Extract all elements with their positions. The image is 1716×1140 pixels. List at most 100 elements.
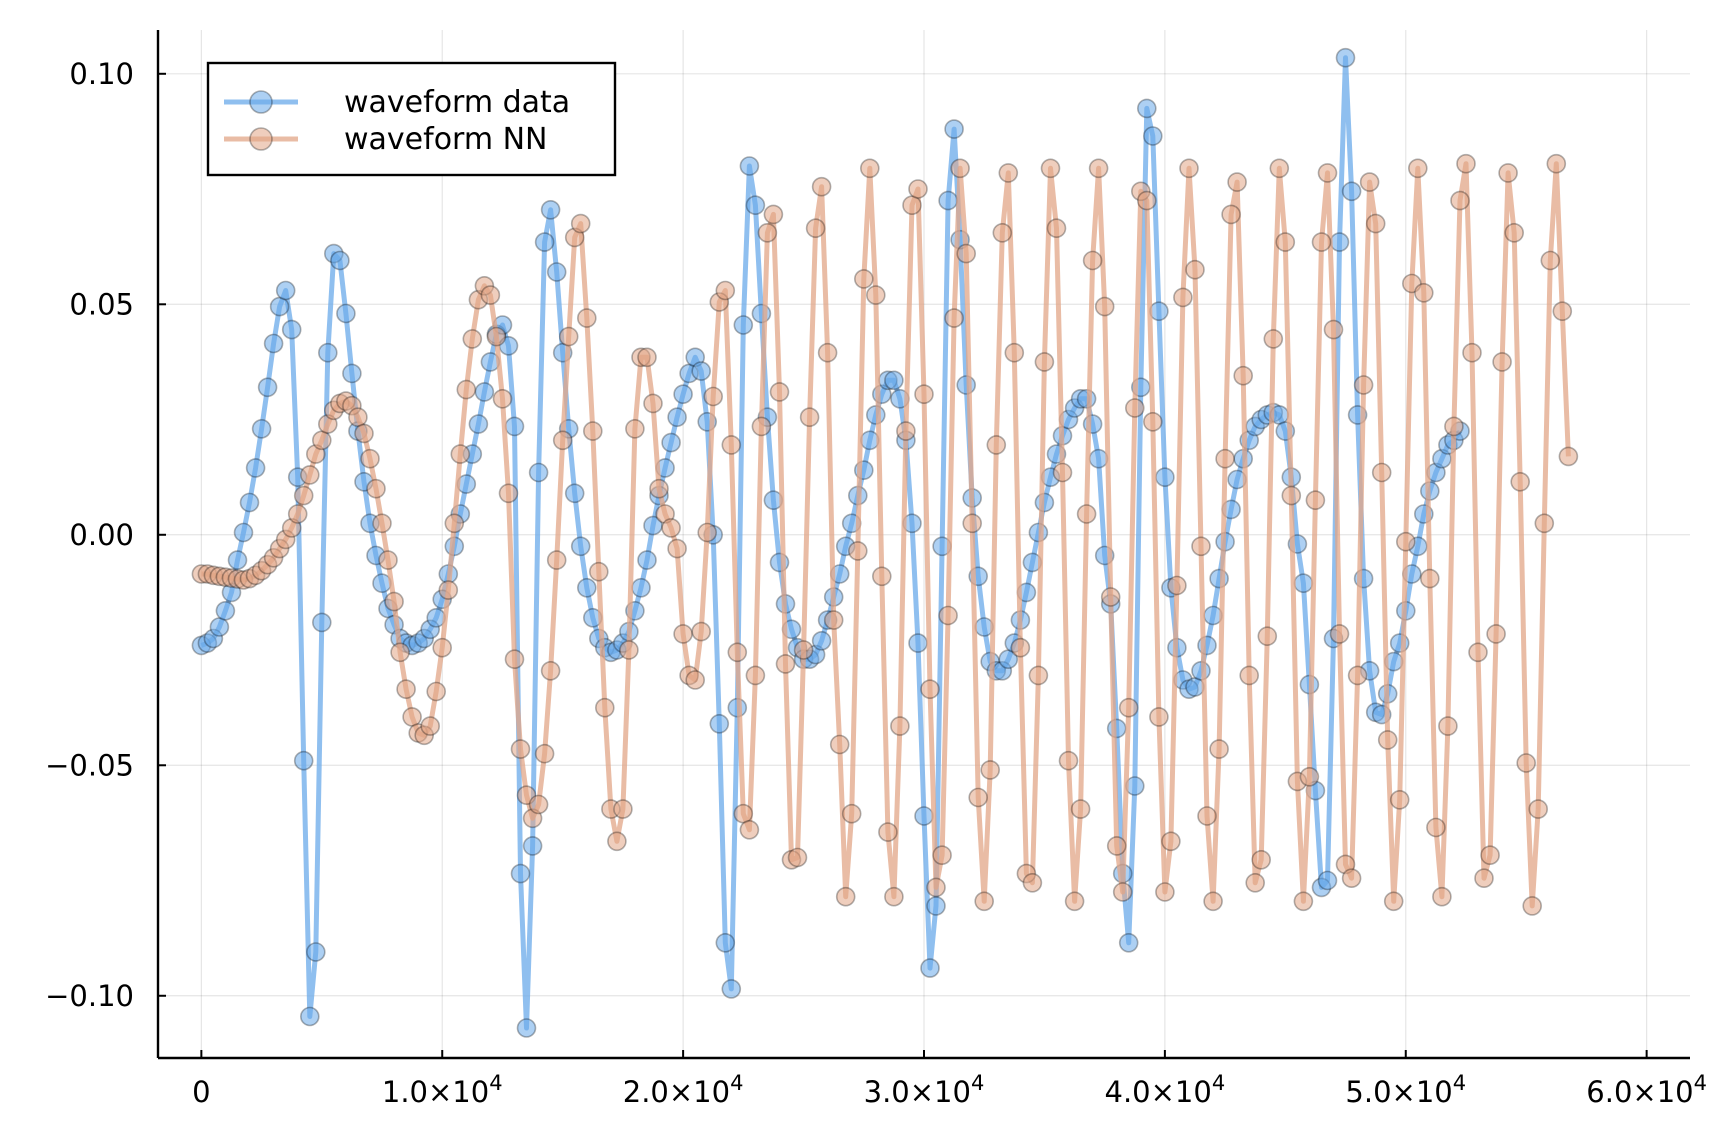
data-point <box>456 379 477 400</box>
data-point <box>1353 375 1374 395</box>
data-point <box>1317 870 1338 891</box>
data-point <box>540 660 561 681</box>
data-point <box>1558 446 1579 467</box>
data-point <box>1365 213 1386 234</box>
data-point <box>372 513 392 534</box>
data-point <box>805 218 826 238</box>
data-point <box>1118 697 1139 718</box>
data-point <box>1173 287 1193 308</box>
data-point <box>534 743 555 764</box>
data-point <box>588 561 609 582</box>
data-point <box>1329 232 1350 252</box>
data-point <box>739 819 760 840</box>
data-point <box>1462 342 1482 363</box>
data-point <box>1125 398 1145 418</box>
data-point <box>703 386 724 407</box>
data-point <box>582 421 603 441</box>
data-point <box>1269 158 1290 179</box>
data-point <box>914 384 934 405</box>
data-point <box>841 803 862 824</box>
data-point <box>950 158 970 179</box>
data-point <box>384 591 404 612</box>
data-point <box>998 163 1019 183</box>
data-point <box>1185 259 1205 280</box>
data-point <box>1444 416 1464 437</box>
data-point <box>558 326 579 347</box>
data-point <box>1058 750 1079 771</box>
data-point <box>1438 716 1458 736</box>
data-point <box>287 504 308 524</box>
data-point <box>317 342 338 363</box>
data-point <box>1396 531 1416 552</box>
data-point <box>1311 232 1332 252</box>
data-point <box>570 536 591 557</box>
y-tick-label: −0.05 <box>45 748 134 782</box>
data-point <box>1088 448 1109 469</box>
data-point <box>1245 872 1265 893</box>
data-point <box>396 679 416 700</box>
data-point <box>956 243 977 264</box>
data-point <box>492 388 513 409</box>
data-point <box>817 342 838 363</box>
data-point <box>1329 624 1350 644</box>
data-point <box>1022 872 1043 893</box>
data-point <box>215 600 236 621</box>
data-point <box>1076 388 1097 409</box>
x-axis-ticks: 0 1.0×104 2.0×104 3.0×104 4.0×104 5.0×104 6.0×… <box>192 1050 1707 1109</box>
data-point <box>691 621 712 642</box>
legend-box <box>206 61 617 177</box>
data-point <box>968 787 989 808</box>
data-point <box>902 195 922 215</box>
data-point <box>667 538 687 559</box>
data-point <box>1420 568 1440 589</box>
data-point <box>619 640 639 660</box>
data-point <box>1167 575 1187 596</box>
data-point <box>1492 352 1512 372</box>
data-point <box>1522 896 1542 916</box>
data-point <box>787 847 808 868</box>
data-point <box>926 896 946 916</box>
data-point <box>1209 739 1229 759</box>
data-point <box>1359 172 1380 192</box>
data-point <box>462 329 483 349</box>
data-point <box>504 649 525 670</box>
data-point <box>920 958 940 978</box>
data-point <box>1534 513 1555 534</box>
data-point <box>884 886 904 907</box>
data-point <box>890 716 910 736</box>
data-point <box>1143 411 1163 432</box>
data-point <box>1341 181 1362 202</box>
data-point <box>733 315 754 335</box>
x-tick-label: 0 <box>192 1075 210 1109</box>
data-point <box>763 204 784 225</box>
data-point <box>311 430 332 451</box>
data-point <box>859 158 880 179</box>
data-point <box>884 370 904 391</box>
legend: waveform data waveform NN <box>206 61 617 177</box>
data-point <box>1143 126 1163 146</box>
data-point <box>727 642 748 663</box>
data-point <box>1377 730 1398 750</box>
data-point <box>944 308 964 328</box>
data-point <box>733 803 754 824</box>
data-point <box>853 269 874 289</box>
x-tick-label: 3.0×104 <box>864 1071 985 1109</box>
data-point <box>1149 301 1169 322</box>
x-tick-label: 6.0×104 <box>1586 1071 1707 1109</box>
data-point <box>1281 485 1302 506</box>
data-point <box>480 285 501 305</box>
data-point <box>878 822 898 842</box>
y-axis-ticks: 0.10 0.05 0.00 −0.05 −0.10 <box>45 57 166 1013</box>
series-layer <box>191 47 1579 1038</box>
data-point <box>962 513 983 534</box>
data-point <box>1221 204 1241 225</box>
data-point <box>751 303 772 324</box>
data-point <box>1293 573 1314 594</box>
data-point <box>1155 882 1175 902</box>
data-point <box>739 156 760 176</box>
data-point <box>1486 624 1506 644</box>
data-point <box>613 799 633 819</box>
data-point <box>1100 587 1121 607</box>
data-point <box>631 577 651 598</box>
data-point <box>1191 536 1211 557</box>
